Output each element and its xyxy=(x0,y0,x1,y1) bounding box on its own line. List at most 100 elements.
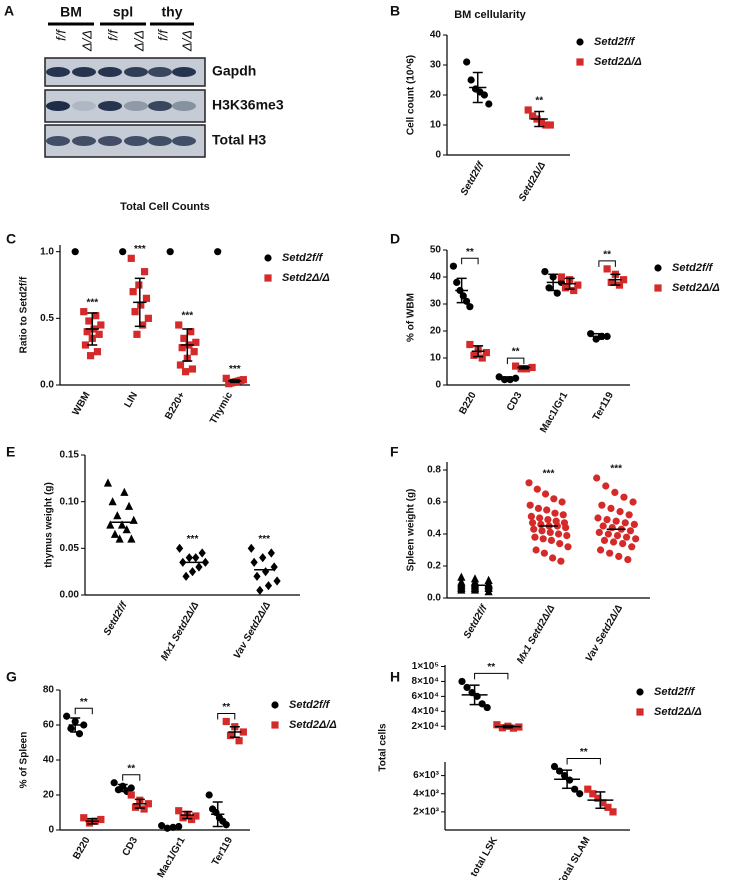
point xyxy=(92,312,100,320)
point xyxy=(144,314,152,322)
x-tick-label: Setd2f/f xyxy=(102,599,131,638)
point xyxy=(273,576,281,586)
x-tick-label: Mac1/Gr1 xyxy=(538,390,570,435)
point xyxy=(564,543,572,551)
point xyxy=(528,519,537,527)
x-tick-label: Vav Setd2Δ/Δ xyxy=(232,600,273,661)
point xyxy=(622,533,631,541)
point xyxy=(97,815,105,824)
point xyxy=(526,501,534,509)
significance: *** xyxy=(229,364,241,375)
point xyxy=(616,508,624,516)
point xyxy=(478,354,486,362)
significance: ** xyxy=(222,702,230,713)
point xyxy=(140,805,148,813)
point xyxy=(558,498,566,506)
point xyxy=(509,724,517,732)
point xyxy=(466,340,474,349)
point xyxy=(181,368,190,376)
x-tick-label: Thymic xyxy=(208,390,235,426)
x-tick-label: Total SLAM xyxy=(556,835,593,880)
point xyxy=(478,700,486,708)
point xyxy=(604,530,612,538)
band xyxy=(46,67,70,77)
point xyxy=(603,516,611,524)
point xyxy=(609,538,618,546)
point xyxy=(192,338,200,346)
point xyxy=(214,248,222,256)
point xyxy=(562,524,570,532)
point xyxy=(538,527,546,535)
band xyxy=(46,101,70,111)
sig-bracket xyxy=(74,707,93,715)
x-tick-label: Ter119 xyxy=(591,390,616,423)
point xyxy=(603,265,611,273)
point xyxy=(449,262,458,270)
significance: ** xyxy=(127,763,135,774)
y-tick-label: 60 xyxy=(43,720,55,731)
point xyxy=(71,248,79,256)
x-tick-label: CD3 xyxy=(121,835,141,858)
lane-label: f/f xyxy=(105,29,120,41)
y-tick-label: 4×10³ xyxy=(413,788,440,799)
point xyxy=(470,351,478,359)
point xyxy=(119,248,127,256)
sig-bracket xyxy=(461,257,479,265)
y-tick-label: 20 xyxy=(430,326,442,337)
point xyxy=(176,543,184,553)
legend-marker xyxy=(271,701,279,709)
point xyxy=(530,525,538,533)
point xyxy=(484,587,493,596)
point xyxy=(524,106,532,114)
y-axis-label: Cell count (10^6) xyxy=(406,55,417,135)
point xyxy=(620,493,628,501)
point xyxy=(225,380,233,388)
point xyxy=(599,799,607,807)
point xyxy=(97,321,105,329)
point xyxy=(131,803,140,811)
point xyxy=(611,488,619,496)
x-tick-label: B220+ xyxy=(163,390,187,421)
sig-bracket xyxy=(506,357,525,365)
y-tick-label: 30 xyxy=(430,60,442,71)
point xyxy=(593,474,601,482)
point xyxy=(559,511,567,519)
y-axis-label: Ratio to Setd2f/f xyxy=(19,276,30,353)
sig-bracket xyxy=(474,672,509,680)
point xyxy=(600,536,609,545)
band xyxy=(148,101,172,111)
panel-label: H xyxy=(390,669,400,685)
point xyxy=(626,527,635,535)
band xyxy=(172,67,196,77)
x-tick-label: Ter119 xyxy=(210,835,235,868)
point xyxy=(253,571,261,581)
point xyxy=(176,361,185,369)
band xyxy=(124,136,148,146)
point xyxy=(544,516,552,524)
point xyxy=(480,91,488,99)
band xyxy=(72,67,96,77)
point xyxy=(512,374,520,382)
lane-label: Δ/Δ xyxy=(131,30,146,52)
x-tick-label: Vav Setd2Δ/Δ xyxy=(584,603,625,664)
legend-marker xyxy=(264,254,272,262)
significance: ** xyxy=(535,96,543,107)
point xyxy=(175,807,183,815)
legend-label: Setd2Δ/Δ xyxy=(672,282,720,294)
point xyxy=(607,504,615,512)
point xyxy=(158,822,166,830)
x-tick-label: WBM xyxy=(71,390,93,417)
point xyxy=(103,478,113,487)
sig-bracket xyxy=(598,260,616,267)
point xyxy=(630,520,638,529)
x-tick-label: B220 xyxy=(457,390,479,417)
point xyxy=(532,546,540,554)
point xyxy=(625,511,633,519)
legend-marker xyxy=(264,274,272,282)
point xyxy=(222,717,230,726)
band xyxy=(72,136,96,146)
point xyxy=(609,808,617,816)
significance: ** xyxy=(512,347,520,358)
point xyxy=(178,344,186,352)
point xyxy=(629,498,637,506)
